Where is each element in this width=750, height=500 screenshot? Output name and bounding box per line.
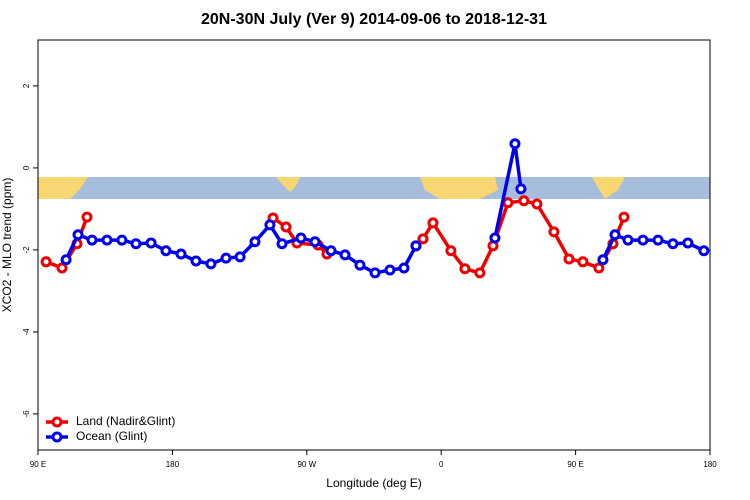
- x-tick-label: 0: [439, 460, 444, 469]
- land-patch: [592, 177, 625, 199]
- data-point: [667, 238, 679, 250]
- data-point: [577, 256, 589, 268]
- data-point: [502, 197, 514, 209]
- x-tick-label: 180: [166, 460, 180, 469]
- data-point: [427, 217, 439, 229]
- data-point: [682, 237, 694, 249]
- data-point: [160, 245, 172, 257]
- data-point: [205, 258, 217, 270]
- land-patch: [38, 177, 88, 199]
- x-tick-label: 180: [703, 460, 717, 469]
- x-tick-label: 90 W: [297, 460, 316, 469]
- data-point: [72, 229, 84, 241]
- legend-label: Ocean (Glint): [76, 429, 147, 443]
- data-point: [622, 234, 634, 246]
- x-axis-label: Longitude (deg E): [326, 476, 421, 490]
- plot-frame: [37, 39, 711, 451]
- data-point: [698, 245, 710, 257]
- data-point: [563, 253, 575, 265]
- land-patch: [420, 177, 498, 199]
- x-tick-label: 90 E: [567, 460, 583, 469]
- data-point: [116, 234, 128, 246]
- data-point: [249, 236, 261, 248]
- data-point: [81, 211, 93, 223]
- y-tick-label: 2: [22, 83, 31, 88]
- data-point: [276, 238, 288, 250]
- data-point: [40, 256, 52, 268]
- data-point: [637, 234, 649, 246]
- data-line: [45, 198, 626, 275]
- y-tick-label: -4: [22, 328, 31, 336]
- data-point: [398, 262, 410, 274]
- data-point: [518, 195, 530, 207]
- x-tick-label: 90 E: [30, 460, 46, 469]
- data-point: [60, 254, 72, 266]
- data-point: [280, 221, 292, 233]
- data-point: [459, 263, 471, 275]
- legend-marker: [51, 431, 63, 443]
- data-point: [531, 198, 543, 210]
- data-point: [410, 240, 422, 252]
- data-point: [175, 248, 187, 260]
- data-point: [354, 259, 366, 271]
- ocean-band: [38, 177, 710, 199]
- legend-label: Land (Nadir&Glint): [76, 414, 175, 428]
- data-point: [417, 233, 429, 245]
- data-point: [339, 249, 351, 261]
- y-axis-label: XCO2 - MLO trend (ppm): [0, 178, 14, 313]
- data-point: [56, 262, 68, 274]
- data-point: [309, 236, 321, 248]
- data-point: [652, 234, 664, 246]
- data-point: [618, 211, 630, 223]
- chart-title: 20N-30N July (Ver 9) 2014-09-06 to 2018-…: [201, 11, 547, 28]
- data-point: [130, 238, 142, 250]
- data-point: [548, 226, 560, 238]
- data-point: [609, 229, 621, 241]
- y-tick-label: -2: [22, 246, 31, 254]
- land-patch: [276, 177, 300, 192]
- data-point: [264, 219, 276, 231]
- data-point: [234, 251, 246, 263]
- data-point: [489, 232, 501, 244]
- data-point: [474, 267, 486, 279]
- data-point: [145, 237, 157, 249]
- data-point: [593, 262, 605, 274]
- data-point: [445, 245, 457, 257]
- data-point: [515, 183, 527, 195]
- data-point: [101, 234, 113, 246]
- data-point: [295, 232, 307, 244]
- data-point: [190, 255, 202, 267]
- data-point: [325, 245, 337, 257]
- data-point: [220, 252, 232, 264]
- y-tick-label: -6: [22, 410, 31, 418]
- legend-marker: [51, 416, 63, 428]
- data-point: [86, 234, 98, 246]
- data-point: [384, 264, 396, 276]
- data-point: [597, 254, 609, 266]
- data-point: [509, 138, 521, 150]
- y-tick-label: 0: [22, 165, 31, 170]
- data-point: [369, 267, 381, 279]
- map-strip: [38, 177, 710, 199]
